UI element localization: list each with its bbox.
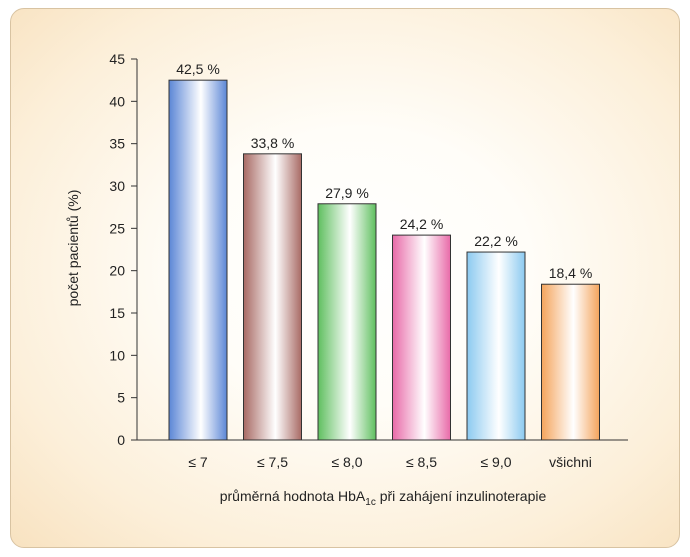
y-axis-label: počet pacientů (%) [65,190,81,307]
bar [466,251,526,441]
x-tick-label: ≤ 8,5 [406,454,437,470]
y-tick-label: 10 [109,347,125,363]
data-label: 27,9 % [325,185,369,201]
y-tick-label: 0 [117,432,125,448]
y-tick-label: 40 [109,93,125,109]
data-label: 33,8 % [251,135,295,151]
y-tick-label: 45 [109,51,125,67]
x-tick-label: ≤ 7,5 [257,454,288,470]
x-axis-label-subscript: 1c [365,497,376,508]
y-tick-label: 35 [109,136,125,152]
x-tick-label: ≤ 8,0 [331,454,362,470]
x-axis-label-prefix: průměrná hodnota HbA [220,488,366,504]
bars-group [168,79,600,441]
y-ticks-group: 0 5 10 15 20 25 30 35 40 45 [109,51,137,448]
x-tick-label: všichni [549,454,592,470]
bar [243,153,302,441]
x-axis-label-suffix: při zahájení inzulinoterapie [376,488,547,504]
x-tick-label: ≤ 9,0 [480,454,511,470]
x-ticks-group: ≤ 7 ≤ 7,5 ≤ 8,0 ≤ 8,5 ≤ 9,0 všichni [188,454,592,470]
y-tick-label: 20 [109,263,125,279]
x-tick-label: ≤ 7 [188,454,208,470]
y-tick-label: 5 [117,390,125,406]
data-label: 22,2 % [474,233,518,249]
bar [168,79,228,441]
y-tick-label: 15 [109,305,125,321]
y-tick-label: 25 [109,220,125,236]
bar [317,203,377,441]
x-axis-label: průměrná hodnota HbA1c při zahájení inzu… [220,488,547,508]
axes-group [136,59,628,441]
data-label: 18,4 % [549,265,593,281]
bar [392,234,451,441]
y-tick-label: 30 [109,178,125,194]
data-label: 24,2 % [400,216,444,232]
data-labels-group: 42,5 % 33,8 % 27,9 % 24,2 % 22,2 % 18,4 % [176,61,592,281]
data-label: 42,5 % [176,61,220,77]
bar [541,283,600,441]
